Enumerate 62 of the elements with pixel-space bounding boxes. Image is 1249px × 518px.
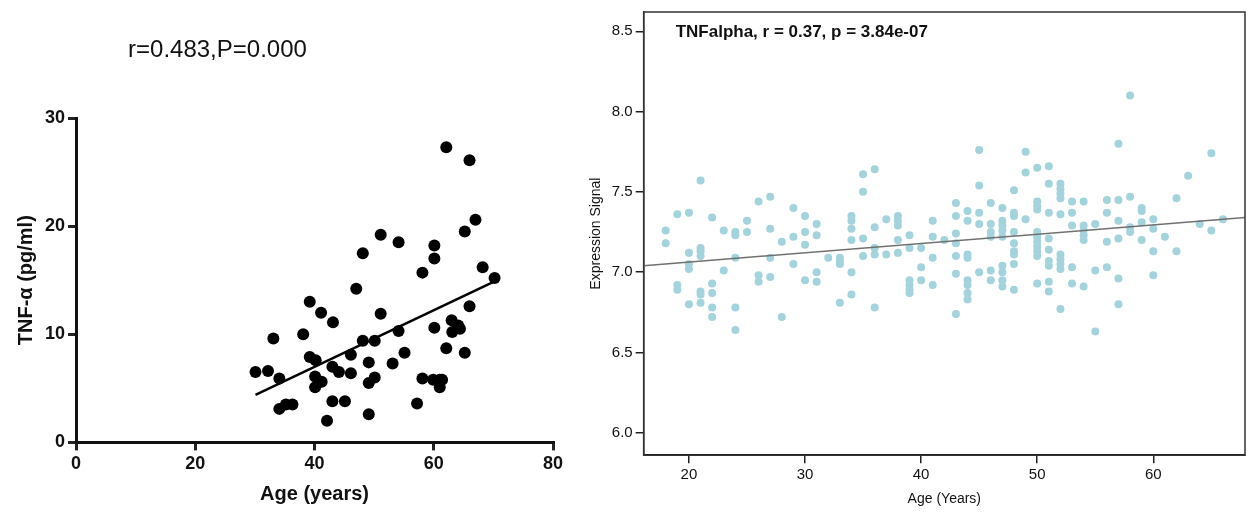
y-tick-label: 8.0 xyxy=(611,101,633,119)
x-axis-title: Age (Years) xyxy=(907,490,982,507)
point xyxy=(315,306,328,319)
y-tick-label: 20 xyxy=(44,215,66,236)
point xyxy=(262,365,275,378)
point xyxy=(326,316,339,329)
y-axis-title: TNF-α (pg/ml) xyxy=(13,215,36,346)
y-tick-label: 7.5 xyxy=(611,181,633,199)
point xyxy=(374,228,387,241)
point xyxy=(326,395,339,408)
x-tick-label: 0 xyxy=(71,453,82,474)
y-tick-label: 8.5 xyxy=(611,21,633,39)
point xyxy=(463,300,476,313)
point xyxy=(362,356,375,369)
point xyxy=(463,154,476,167)
y-tick-label: 6.5 xyxy=(611,342,633,360)
annotation: TNFalpha, r = 0.37, p = 3.84e-07 xyxy=(675,22,928,42)
x-tick-label: 80 xyxy=(542,453,564,474)
point xyxy=(411,397,424,410)
x-tick-label: 40 xyxy=(912,465,930,483)
y-tick-label: 7.0 xyxy=(611,262,633,280)
point xyxy=(476,261,489,274)
point xyxy=(332,366,345,379)
text: r=0.483,P=0.000 xyxy=(128,34,307,62)
point xyxy=(368,371,381,384)
point xyxy=(416,266,429,279)
x-tick-label: 30 xyxy=(796,465,814,483)
y-tick-label: 6.0 xyxy=(611,422,633,440)
point xyxy=(416,372,429,385)
point xyxy=(440,342,453,355)
point xyxy=(428,239,441,252)
y-axis-title: Expression Signal xyxy=(587,177,604,290)
x-tick-label: 60 xyxy=(1144,465,1162,483)
x-axis-title: Age (years) xyxy=(260,481,369,504)
x-tick-label: 60 xyxy=(423,453,444,474)
point xyxy=(338,395,351,408)
y-tick-label: 10 xyxy=(44,323,66,344)
point xyxy=(428,321,441,334)
point xyxy=(374,307,387,320)
point xyxy=(344,367,357,380)
x-tick-label: 40 xyxy=(304,453,325,474)
x-tick-label: 20 xyxy=(185,453,206,474)
point xyxy=(392,236,405,249)
x-tick-label: 20 xyxy=(680,465,698,483)
point xyxy=(428,252,441,265)
point xyxy=(350,282,363,295)
point xyxy=(362,408,375,421)
y-tick-label: 0 xyxy=(55,431,66,452)
point xyxy=(440,141,453,154)
point xyxy=(297,328,310,341)
point xyxy=(458,225,471,238)
y-tick-label: 30 xyxy=(44,106,66,127)
x-tick-label: 50 xyxy=(1028,465,1046,483)
point xyxy=(249,366,262,379)
point xyxy=(469,213,482,226)
point xyxy=(398,346,411,359)
point xyxy=(458,346,471,359)
point xyxy=(303,295,316,308)
point xyxy=(321,414,334,427)
point xyxy=(356,247,369,260)
point xyxy=(386,357,399,370)
point xyxy=(267,332,280,345)
